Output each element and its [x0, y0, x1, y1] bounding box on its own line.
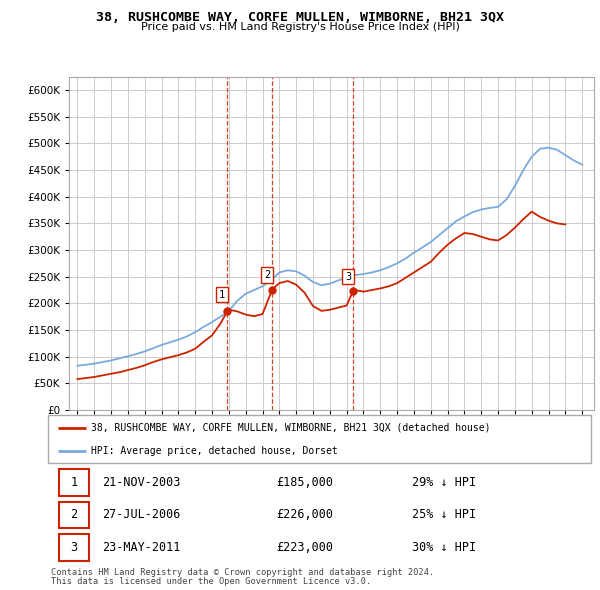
Text: 1: 1 [219, 290, 225, 300]
Text: 38, RUSHCOMBE WAY, CORFE MULLEN, WIMBORNE, BH21 3QX (detached house): 38, RUSHCOMBE WAY, CORFE MULLEN, WIMBORN… [91, 423, 491, 433]
Text: £185,000: £185,000 [276, 476, 333, 489]
FancyBboxPatch shape [48, 415, 591, 463]
Text: 25% ↓ HPI: 25% ↓ HPI [412, 509, 476, 522]
Text: £226,000: £226,000 [276, 509, 333, 522]
Text: This data is licensed under the Open Government Licence v3.0.: This data is licensed under the Open Gov… [51, 577, 371, 586]
Text: HPI: Average price, detached house, Dorset: HPI: Average price, detached house, Dors… [91, 446, 338, 456]
Text: 2: 2 [70, 509, 77, 522]
Text: 3: 3 [345, 271, 351, 281]
Text: 27-JUL-2006: 27-JUL-2006 [103, 509, 181, 522]
FancyBboxPatch shape [59, 534, 89, 561]
Text: Price paid vs. HM Land Registry's House Price Index (HPI): Price paid vs. HM Land Registry's House … [140, 22, 460, 32]
Text: Contains HM Land Registry data © Crown copyright and database right 2024.: Contains HM Land Registry data © Crown c… [51, 568, 434, 576]
Text: 38, RUSHCOMBE WAY, CORFE MULLEN, WIMBORNE, BH21 3QX: 38, RUSHCOMBE WAY, CORFE MULLEN, WIMBORN… [96, 11, 504, 24]
Text: 2: 2 [264, 270, 271, 280]
Text: 23-MAY-2011: 23-MAY-2011 [103, 541, 181, 554]
Text: 3: 3 [70, 541, 77, 554]
Text: 29% ↓ HPI: 29% ↓ HPI [412, 476, 476, 489]
Text: £223,000: £223,000 [276, 541, 333, 554]
FancyBboxPatch shape [59, 469, 89, 496]
Text: 1: 1 [70, 476, 77, 489]
FancyBboxPatch shape [59, 502, 89, 528]
Text: 21-NOV-2003: 21-NOV-2003 [103, 476, 181, 489]
Text: 30% ↓ HPI: 30% ↓ HPI [412, 541, 476, 554]
